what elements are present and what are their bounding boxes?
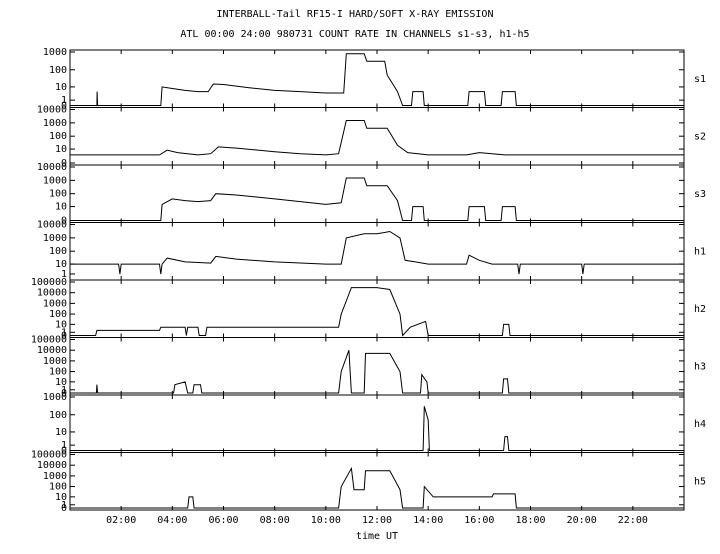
panel-frame (69, 452, 685, 511)
y-tick-label: 1000 (43, 47, 67, 58)
y-tick-label: 100 (49, 309, 67, 320)
y-tick-label: 100 (49, 367, 67, 378)
y-tick-label: 1 (61, 385, 67, 396)
series-line (70, 177, 684, 221)
y-tick-label: 1000 (43, 298, 67, 309)
y-tick-label: 1 (61, 440, 67, 451)
y-tick-label: 10 (55, 202, 67, 213)
x-axis-label: time UT (356, 531, 398, 542)
x-tick-label: 20:00 (567, 515, 597, 526)
series-line (70, 350, 684, 394)
panel-frame (69, 222, 685, 281)
y-tick-label: 100 (49, 246, 67, 257)
series-line (70, 53, 684, 106)
x-tick-label: 02:00 (106, 515, 136, 526)
y-tick-label: 1 (61, 95, 67, 106)
panel-frame (69, 279, 685, 338)
panel-frame (69, 337, 685, 396)
y-tick-label: 100000 (31, 450, 67, 461)
y-tick-label: 1 (61, 327, 67, 338)
y-tick-label: 10000 (37, 460, 67, 471)
y-tick-label: 100 (49, 131, 67, 142)
series-line (70, 466, 684, 509)
y-tick-label: 0 (61, 216, 67, 227)
y-tick-label: 10000 (37, 288, 67, 299)
x-tick-label: 14:00 (413, 515, 443, 526)
series-line (70, 406, 684, 451)
y-tick-label: 0 (61, 388, 67, 399)
x-tick-label: 10:00 (311, 515, 341, 526)
y-tick-label: 10000 (37, 162, 67, 173)
y-tick-label: 100 (49, 410, 67, 421)
chart-subtitle: ATL 00:00 24:00 980731 COUNT RATE IN CHA… (180, 29, 529, 40)
y-tick-label: 1000 (43, 233, 67, 244)
y-tick-label: 100000 (31, 277, 67, 288)
y-tick-label: 1000 (43, 356, 67, 367)
y-tick-label: 1 (61, 269, 67, 280)
panel-label: h5 (694, 476, 706, 487)
x-tick-label: 12:00 (362, 515, 392, 526)
y-tick-label: 0 (61, 446, 67, 457)
panel-label: h4 (694, 419, 706, 430)
series-line (70, 120, 684, 156)
y-tick-label: 100000 (31, 335, 67, 346)
y-tick-label: 10000 (37, 345, 67, 356)
x-tick-label: 18:00 (515, 515, 545, 526)
x-tick-label: 04:00 (157, 515, 187, 526)
panel-frame (69, 164, 685, 223)
panel-frame (69, 394, 685, 453)
x-tick-label: 22:00 (618, 515, 648, 526)
panel-label: s2 (694, 131, 706, 142)
y-tick-label: 1 (61, 500, 67, 511)
y-tick-label: 100 (49, 482, 67, 493)
x-tick-label: 16:00 (464, 515, 494, 526)
series-line (70, 230, 684, 275)
y-tick-label: 10 (55, 319, 67, 330)
y-tick-label: 10 (55, 377, 67, 388)
y-tick-label: 1000 (43, 118, 67, 129)
y-tick-label: 100 (49, 65, 67, 76)
y-tick-label: 1000 (43, 392, 67, 403)
panel-frame (69, 107, 685, 166)
y-tick-label: 1000 (43, 175, 67, 186)
y-tick-label: 10 (55, 492, 67, 503)
y-tick-label: 100 (49, 189, 67, 200)
panel-label: h2 (694, 304, 706, 315)
y-tick-label: 0 (61, 101, 67, 112)
panel-frame (69, 49, 685, 108)
y-tick-label: 0 (61, 331, 67, 342)
y-tick-label: 10000 (37, 220, 67, 231)
y-tick-label: 10 (55, 144, 67, 155)
y-tick-label: 10 (55, 427, 67, 438)
chart-title: INTERBALL-Tail RF15-I HARD/SOFT X-RAY EM… (217, 9, 494, 20)
x-tick-label: 08:00 (260, 515, 290, 526)
series-line (70, 287, 684, 337)
x-tick-label: 06:00 (208, 515, 238, 526)
panel-label: s1 (694, 74, 706, 85)
panel-label: h3 (694, 361, 706, 372)
panel-label: s3 (694, 189, 706, 200)
panel-label: h1 (694, 246, 706, 257)
y-tick-label: 10 (55, 259, 67, 270)
y-tick-label: 0 (61, 503, 67, 514)
y-tick-label: 10 (55, 82, 67, 93)
y-tick-label: 0 (61, 158, 67, 169)
y-tick-label: 10000 (37, 105, 67, 116)
y-tick-label: 1000 (43, 471, 67, 482)
